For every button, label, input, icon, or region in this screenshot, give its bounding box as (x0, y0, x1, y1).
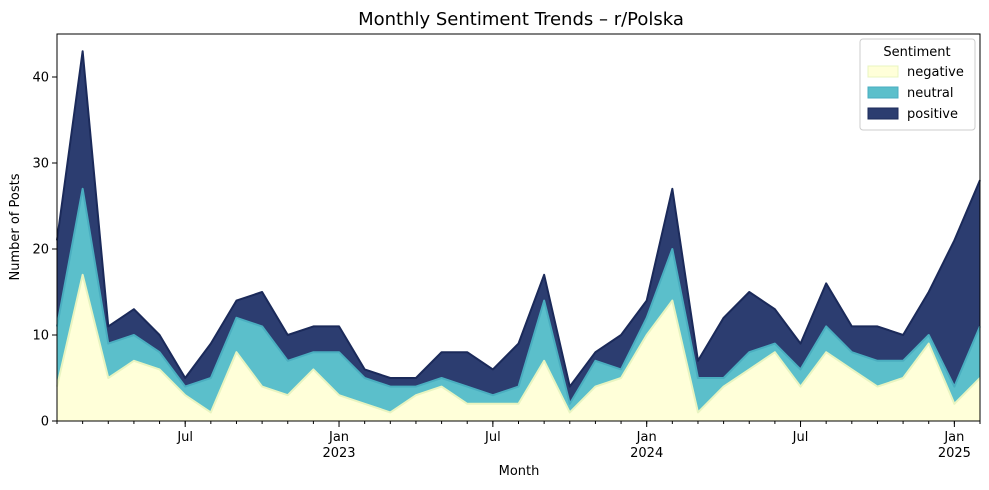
area-neutral (57, 188, 980, 413)
x-tick-label: Jan (636, 430, 657, 445)
x-tick-label: Jul (792, 430, 809, 445)
area-layers (56, 50, 981, 421)
y-tick-label: 10 (32, 329, 49, 344)
x-tick-label: Jan (943, 430, 964, 445)
legend-label-positive: positive (907, 107, 958, 122)
y-tick-label: 40 (32, 71, 49, 86)
y-axis-label: Number of Posts (8, 173, 23, 280)
x-axis-label: Month (499, 464, 540, 479)
legend-label-neutral: neutral (907, 86, 954, 101)
legend-swatch-negative (867, 65, 899, 78)
y-tick-label: 30 (32, 157, 49, 172)
x-tick-label: Jan (328, 430, 349, 445)
x-tick-year-label: 2023 (322, 446, 355, 461)
x-tick-year-label: 2025 (938, 446, 971, 461)
area-positive (57, 51, 980, 404)
line-neutral (56, 187, 981, 405)
line-negative (56, 273, 981, 414)
y-tick-label: 0 (41, 415, 49, 430)
legend-swatch-positive (867, 107, 899, 120)
chart-title: Monthly Sentiment Trends – r/Polska (358, 9, 684, 30)
y-tick-label: 20 (32, 243, 49, 258)
y-axis: 0 10 20 30 40 (32, 71, 57, 430)
legend: Sentiment negative neutral positive (859, 38, 976, 131)
legend-label-negative: negative (907, 65, 964, 80)
area-negative (57, 274, 980, 421)
legend-box (859, 38, 976, 131)
x-tick-year-label: 2024 (630, 446, 663, 461)
legend-items: negative neutral positive (867, 65, 964, 122)
x-tick-label: Jul (484, 430, 501, 445)
legend-swatch-neutral (867, 86, 899, 99)
line-positive (56, 50, 981, 388)
legend-title: Sentiment (883, 45, 950, 60)
x-tick-label: Jul (176, 430, 193, 445)
